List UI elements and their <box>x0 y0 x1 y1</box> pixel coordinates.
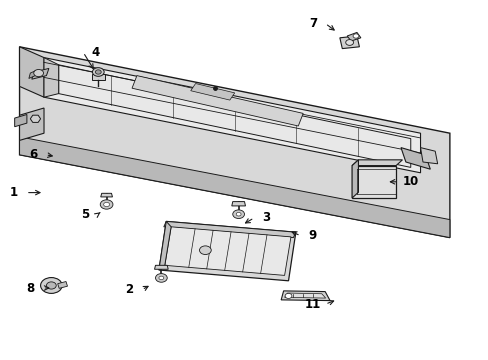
Text: 11: 11 <box>304 298 321 311</box>
Circle shape <box>155 274 167 282</box>
Polygon shape <box>44 58 420 173</box>
Polygon shape <box>20 108 44 140</box>
Polygon shape <box>59 65 410 167</box>
Circle shape <box>92 68 104 76</box>
Polygon shape <box>190 84 234 100</box>
Polygon shape <box>92 74 105 80</box>
Circle shape <box>95 70 101 74</box>
Polygon shape <box>351 166 395 198</box>
Polygon shape <box>339 36 359 49</box>
Polygon shape <box>44 58 59 97</box>
Polygon shape <box>20 47 44 97</box>
Text: 6: 6 <box>29 148 37 161</box>
Polygon shape <box>420 148 437 164</box>
Text: 7: 7 <box>308 17 316 30</box>
Circle shape <box>352 34 358 38</box>
Polygon shape <box>15 114 27 127</box>
Polygon shape <box>32 68 49 79</box>
Circle shape <box>285 293 291 298</box>
Polygon shape <box>159 221 295 281</box>
Circle shape <box>46 282 56 289</box>
Polygon shape <box>351 160 358 198</box>
Text: 1: 1 <box>10 186 18 199</box>
Polygon shape <box>164 227 290 275</box>
Text: 2: 2 <box>125 283 133 296</box>
Circle shape <box>34 69 43 77</box>
Circle shape <box>159 276 163 280</box>
Polygon shape <box>132 76 303 126</box>
Text: 8: 8 <box>26 282 34 294</box>
Polygon shape <box>163 221 295 238</box>
Circle shape <box>100 200 113 209</box>
Polygon shape <box>58 282 67 288</box>
Circle shape <box>41 278 62 293</box>
Polygon shape <box>351 160 402 166</box>
Text: 3: 3 <box>262 211 270 224</box>
Text: 10: 10 <box>402 175 418 188</box>
Text: 5: 5 <box>81 208 89 221</box>
Polygon shape <box>20 47 449 238</box>
Polygon shape <box>30 115 41 122</box>
Circle shape <box>232 210 244 219</box>
Text: 4: 4 <box>91 46 99 59</box>
Polygon shape <box>231 202 245 206</box>
Polygon shape <box>29 70 37 78</box>
Polygon shape <box>20 137 449 238</box>
Polygon shape <box>281 291 329 301</box>
Polygon shape <box>101 193 112 197</box>
Circle shape <box>199 246 211 255</box>
Polygon shape <box>400 148 429 169</box>
Polygon shape <box>159 221 171 270</box>
Circle shape <box>103 202 109 207</box>
Polygon shape <box>284 293 325 298</box>
Polygon shape <box>154 265 168 269</box>
Polygon shape <box>346 32 360 41</box>
Circle shape <box>345 40 353 45</box>
Circle shape <box>236 212 241 216</box>
Text: 9: 9 <box>308 229 316 242</box>
